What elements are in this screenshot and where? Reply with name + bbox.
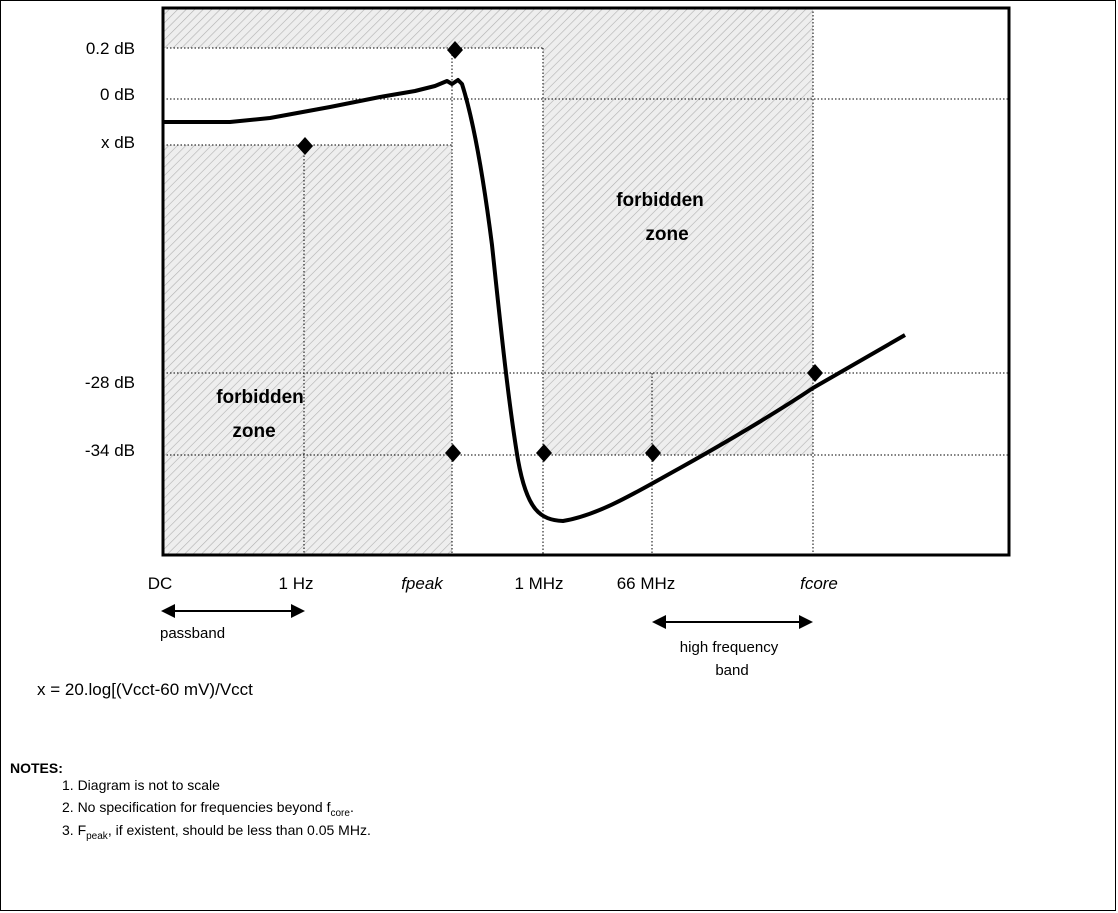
x-label-66mhz: 66 MHz: [617, 574, 676, 593]
upper-zone-label-line2: zone: [645, 224, 688, 245]
notes-list: 1. Diagram is not to scale 2. No specifi…: [10, 777, 371, 844]
x-label-fcore: fcore: [800, 574, 838, 593]
x-label-1mhz: 1 MHz: [514, 574, 563, 593]
note-3: 3. Fpeak, if existent, should be less th…: [62, 821, 371, 842]
note-2: 2. No specification for frequencies beyo…: [62, 798, 354, 819]
forbidden-zone-upper: [163, 8, 813, 455]
notes-section: NOTES: 1. Diagram is not to scale 2. No …: [10, 760, 371, 844]
marker-66mhz-34db: [645, 444, 661, 462]
hf-band-label-line2: band: [715, 662, 748, 679]
marker-fcore-28db: [807, 364, 823, 382]
marker-1mhz-34db: [536, 444, 552, 462]
y-label-0db: 0 dB: [100, 85, 135, 104]
forbidden-zone-lower: [163, 145, 452, 555]
x-formula: x = 20.log[(Vcct-60 mV)/Vcct: [37, 680, 253, 699]
y-label-0.2db: 0.2 dB: [86, 39, 135, 58]
y-label-minus28db: -28 dB: [85, 373, 135, 392]
lower-zone-label-line1: forbidden: [216, 387, 304, 408]
x-label-1hz: 1 Hz: [279, 574, 314, 593]
high-frequency-band-arrow: [652, 615, 813, 629]
plot-area-border: [161, 6, 1011, 557]
x-label-fpeak: fpeak: [401, 574, 444, 593]
marker-1hz-xdb: [297, 137, 313, 155]
lower-zone-label-line2: zone: [232, 421, 275, 442]
grid-lines: [163, 8, 1009, 555]
passband-arrow: [161, 604, 305, 618]
hf-band-label-line1: high frequency: [680, 639, 779, 656]
marker-fpeak-0.2db: [447, 41, 463, 59]
diamond-markers: [297, 41, 823, 462]
upper-zone-label-line1: forbidden: [616, 190, 704, 211]
marker-fpeak-34db: [445, 444, 461, 462]
passband-label: passband: [160, 625, 225, 642]
note-1: 1. Diagram is not to scale: [62, 777, 220, 793]
notes-heading: NOTES:: [10, 760, 63, 776]
y-label-xdb: x dB: [101, 133, 135, 152]
x-label-dc: DC: [148, 574, 173, 593]
y-label-minus34db: -34 dB: [85, 441, 135, 460]
response-curve: [163, 78, 906, 523]
